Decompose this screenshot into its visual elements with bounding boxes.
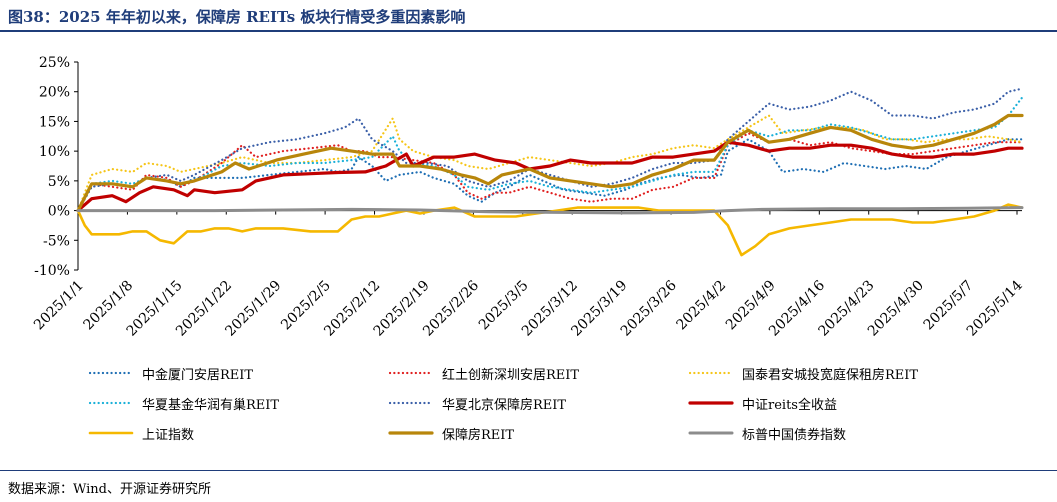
legend-item: 红土创新深圳安居REIT (388, 362, 579, 384)
y-tick-label: -5% (43, 233, 70, 249)
legend-swatch (388, 371, 434, 375)
legend-swatch (688, 431, 734, 435)
series-line-1 (76, 132, 1024, 212)
legend-item: 标普中国债券指数 (688, 422, 846, 444)
figure-title: 图38：2025 年年初以来，保障房 REITs 板块行情受多重因素影响 (8, 8, 466, 26)
y-tick-label: 5% (48, 174, 70, 190)
legend-label: 红土创新深圳安居REIT (442, 367, 580, 383)
legend-item: 中证reits全收益 (688, 392, 837, 414)
legend-label: 中证reits全收益 (742, 397, 837, 413)
x-tick-label: 2025/1/1 (31, 278, 87, 334)
legend-swatch (88, 371, 134, 375)
series-line-8 (76, 206, 1024, 215)
legend-swatch (388, 431, 434, 435)
line-chart: -10%-5%0%5%10%15%20%25%2025/1/12025/1/82… (31, 55, 1026, 340)
legend-swatch (388, 401, 434, 405)
y-tick-label: 25% (39, 55, 70, 71)
series-line-0 (76, 138, 1024, 212)
y-tick-label: 20% (39, 85, 70, 101)
legend-item: 中金厦门安居REIT (88, 362, 253, 384)
y-tick-label: 15% (39, 114, 70, 130)
legend-swatch (88, 431, 134, 435)
footer-rule (0, 470, 1057, 471)
legend-label: 华夏北京保障房REIT (442, 397, 567, 413)
series-line-2 (76, 114, 1024, 212)
y-tick-label: -10% (34, 263, 70, 279)
legend-label: 标普中国债券指数 (742, 427, 847, 443)
legend-label: 国泰君安城投宽庭保租房REIT (742, 367, 919, 383)
series-line-6 (76, 203, 1024, 257)
legend-swatch (688, 401, 734, 405)
source-note: 数据来源：Wind、开源证券研究所 (8, 482, 211, 497)
legend-item: 华夏北京保障房REIT (388, 392, 566, 414)
x-tick-label: 2025/4/2 (674, 278, 730, 334)
title-rule (0, 30, 1057, 32)
legend-item: 国泰君安城投宽庭保租房REIT (688, 362, 918, 384)
legend-item: 保障房REIT (388, 422, 514, 444)
legend-swatch (88, 401, 134, 405)
legend-item: 上证指数 (88, 422, 194, 444)
series-line-7 (76, 113, 1024, 213)
legend-label: 上证指数 (142, 427, 195, 443)
legend-label: 保障房REIT (442, 427, 515, 443)
legend-swatch (688, 371, 734, 375)
series-line-5 (76, 140, 1024, 213)
legend-label: 中金厦门安居REIT (142, 367, 254, 383)
y-tick-label: 10% (39, 144, 70, 160)
legend-item: 华夏基金华润有巢REIT (88, 392, 279, 414)
legend-label: 华夏基金华润有巢REIT (142, 397, 280, 413)
series-line-4 (76, 87, 1024, 212)
y-tick-label: 0% (48, 204, 70, 220)
